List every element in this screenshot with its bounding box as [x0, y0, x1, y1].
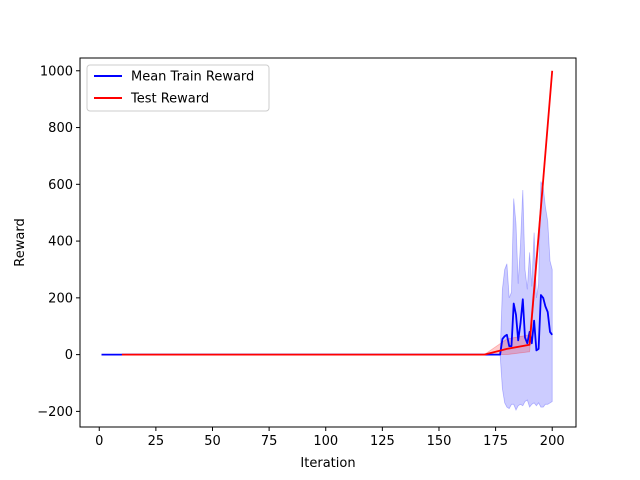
legend: Mean Train Reward Test Reward — [86, 64, 270, 112]
y-tick-label: 1000 — [40, 64, 73, 79]
legend-box — [86, 64, 270, 112]
x-tick-label: 175 — [483, 434, 508, 449]
x-tick-label: 100 — [313, 434, 338, 449]
y-axis-label: Reward — [13, 218, 28, 266]
y-tick-label: 600 — [48, 178, 73, 193]
x-tick-label: 200 — [540, 434, 565, 449]
x-tick-label: 0 — [95, 434, 103, 449]
x-tick-label: 75 — [261, 434, 278, 449]
y-tick-label: 800 — [48, 121, 73, 136]
y-tick-label: 400 — [48, 235, 73, 250]
y-tick-label: −200 — [37, 405, 73, 420]
test-reward-line — [121, 70, 554, 356]
series-lines — [101, 70, 554, 356]
x-tick-label: 125 — [370, 434, 395, 449]
plot-frame — [79, 57, 577, 428]
legend-label-mean-train-reward: Mean Train Reward — [131, 70, 254, 85]
y-tick-label: 200 — [48, 291, 73, 306]
x-axis-label: Iteration — [300, 456, 355, 471]
y-tick-label: 0 — [65, 348, 73, 363]
x-tick-label: 50 — [204, 434, 221, 449]
legend-label-test-reward: Test Reward — [130, 92, 209, 107]
x-axis-ticks: 0 25 50 75 100 125 150 175 200 — [95, 427, 565, 449]
y-axis-ticks: −200 0 200 400 600 800 1000 — [37, 64, 80, 420]
x-tick-label: 25 — [148, 434, 165, 449]
x-tick-label: 150 — [427, 434, 452, 449]
